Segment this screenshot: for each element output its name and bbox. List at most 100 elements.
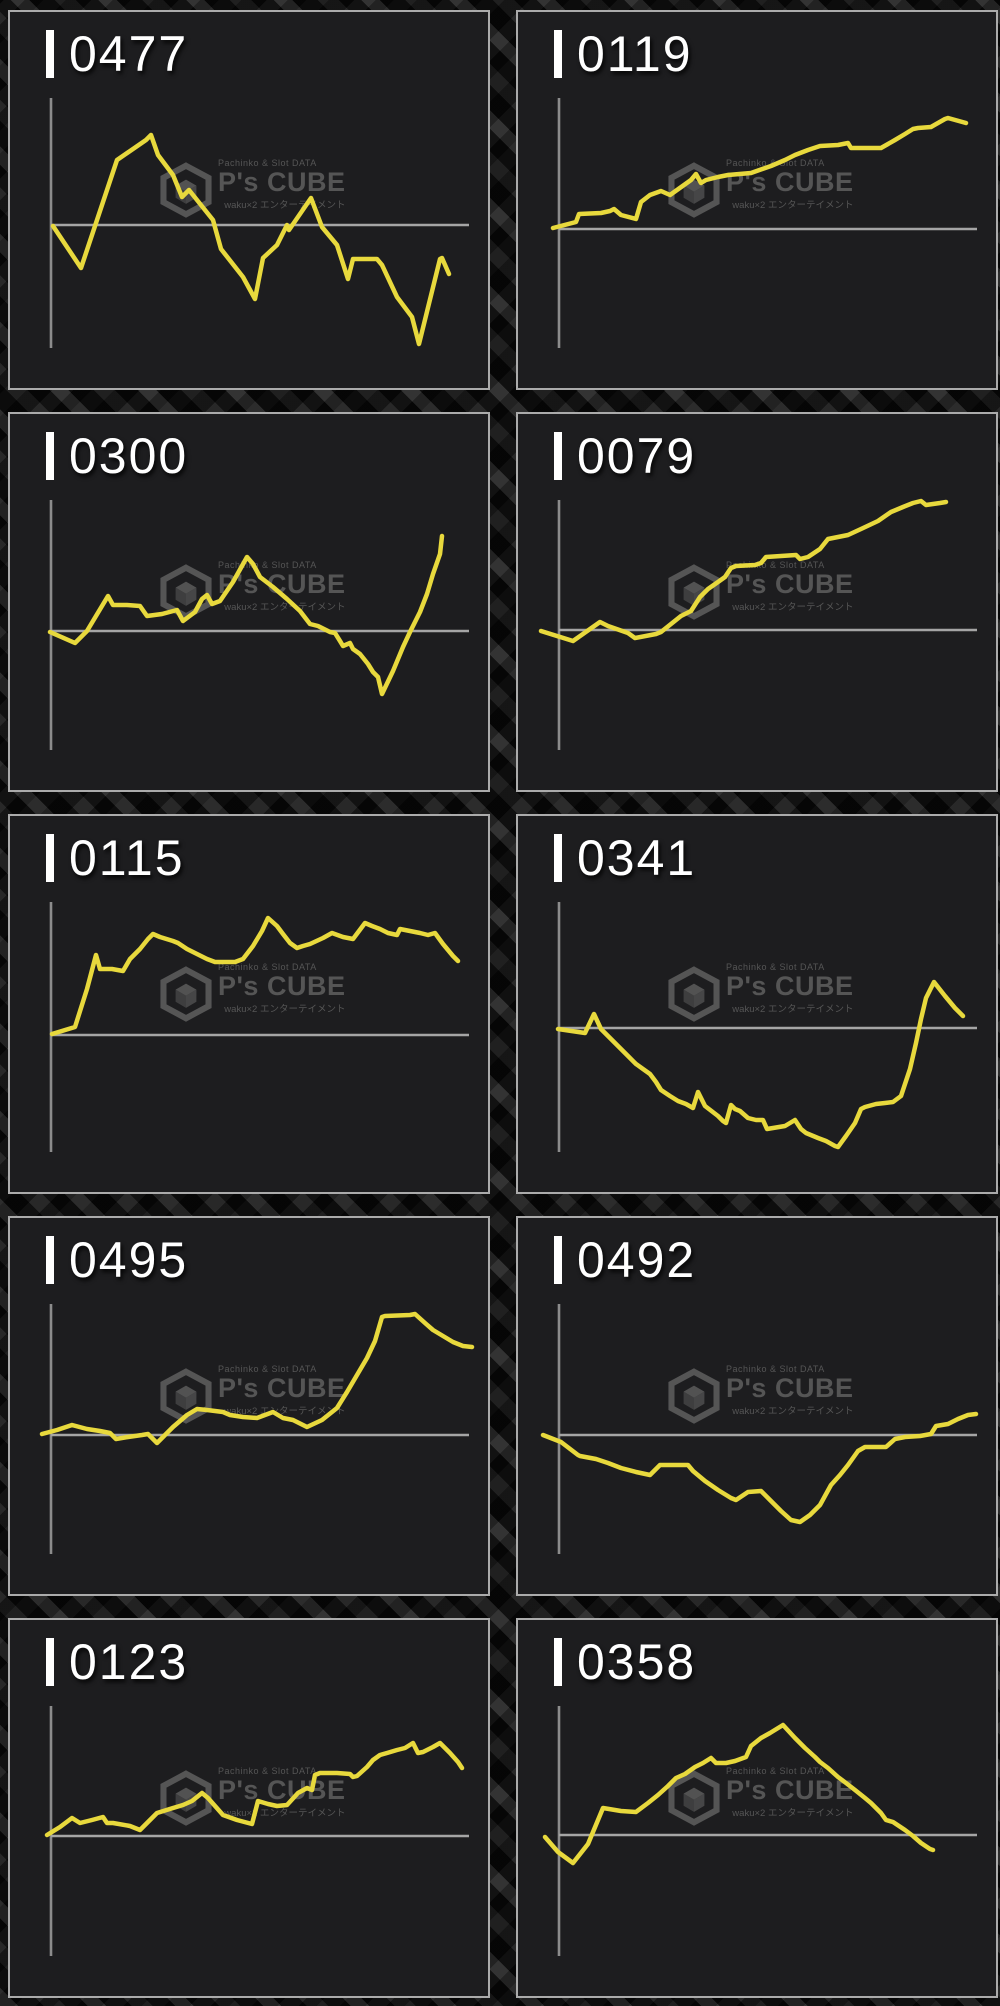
ps-cube-watermark: Pachinko & Slot DATA P's CUBE waku×2 エンタ… xyxy=(668,1766,868,1826)
ps-cube-logo-icon xyxy=(668,1368,720,1424)
watermark-brand-text: P's CUBE xyxy=(726,971,854,1001)
header-tick-bar xyxy=(554,1236,562,1284)
watermark-top-text: Pachinko & Slot DATA xyxy=(726,1766,825,1776)
watermark-top-text: Pachinko & Slot DATA xyxy=(726,1364,825,1374)
machine-panel[interactable]: Pachinko & Slot DATA P's CUBE waku×2 エンタ… xyxy=(8,412,490,792)
ps-cube-logo-icon xyxy=(668,1770,720,1826)
watermark-top-text: Pachinko & Slot DATA xyxy=(218,158,317,168)
payout-line-chart xyxy=(44,1740,465,1838)
machine-panel[interactable]: Pachinko & Slot DATA P's CUBE waku×2 エンタ… xyxy=(516,1216,998,1596)
chart-axes xyxy=(49,500,469,750)
chart-axes xyxy=(557,500,977,750)
ps-cube-watermark: Pachinko & Slot DATA P's CUBE waku×2 エンタ… xyxy=(160,1766,360,1826)
watermark-sub-text: waku×2 エンターテイメント xyxy=(732,200,854,211)
panel-header: 0300 xyxy=(46,428,189,484)
payout-line-chart xyxy=(39,1311,475,1446)
ps-cube-watermark: Pachinko & Slot DATA P's CUBE waku×2 エンタ… xyxy=(160,158,360,218)
ps-cube-watermark: Pachinko & Slot DATA P's CUBE waku×2 エンタ… xyxy=(668,962,868,1022)
panel-header: 0341 xyxy=(554,830,697,886)
machine-panel[interactable]: Pachinko & Slot DATA P's CUBE waku×2 エンタ… xyxy=(516,814,998,1194)
panel-header: 0119 xyxy=(554,26,693,82)
ps-cube-watermark: Pachinko & Slot DATA P's CUBE waku×2 エンタ… xyxy=(668,1364,868,1424)
ps-cube-logo-icon xyxy=(160,1368,212,1424)
watermark-sub-text: waku×2 エンターテイメント xyxy=(732,1004,854,1015)
ps-cube-watermark: Pachinko & Slot DATA P's CUBE waku×2 エンタ… xyxy=(160,962,360,1022)
panel-header: 0115 xyxy=(46,830,185,886)
machine-number: 0341 xyxy=(577,830,697,886)
header-tick-bar xyxy=(46,30,54,78)
machine-number: 0495 xyxy=(69,1232,189,1288)
chart-axes xyxy=(49,902,469,1152)
watermark-sub-text: waku×2 エンターテイメント xyxy=(732,1808,854,1819)
ps-cube-watermark: Pachinko & Slot DATA P's CUBE waku×2 エンタ… xyxy=(160,1364,360,1424)
watermark-sub-text: waku×2 エンターテイメント xyxy=(732,1406,854,1417)
watermark-brand-text: P's CUBE xyxy=(726,1775,854,1805)
ps-cube-logo-icon xyxy=(668,564,720,620)
header-tick-bar xyxy=(46,1638,54,1686)
machine-number: 0119 xyxy=(577,26,693,82)
header-tick-bar xyxy=(554,1638,562,1686)
panel-header: 0123 xyxy=(46,1634,189,1690)
watermark-sub-text: waku×2 エンターテイメント xyxy=(224,1808,346,1819)
machine-number: 0079 xyxy=(577,428,697,484)
watermark-top-text: Pachinko & Slot DATA xyxy=(218,962,317,972)
watermark-brand-text: P's CUBE xyxy=(218,1775,346,1805)
machine-panel[interactable]: Pachinko & Slot DATA P's CUBE waku×2 エンタ… xyxy=(8,1216,490,1596)
watermark-brand-text: P's CUBE xyxy=(218,1373,346,1403)
payout-line-chart xyxy=(47,533,445,697)
machine-panel[interactable]: Pachinko & Slot DATA P's CUBE waku×2 エンタ… xyxy=(516,1618,998,1998)
payout-line-chart xyxy=(538,498,949,644)
machine-number: 0358 xyxy=(577,1634,697,1690)
payout-line-chart xyxy=(555,979,966,1150)
panel-header: 0477 xyxy=(46,26,189,82)
payout-line-chart xyxy=(50,132,452,347)
watermark-top-text: Pachinko & Slot DATA xyxy=(726,962,825,972)
watermark-brand-text: P's CUBE xyxy=(726,1373,854,1403)
payout-line-chart xyxy=(542,1722,936,1866)
header-tick-bar xyxy=(554,834,562,882)
payout-line-chart xyxy=(49,915,461,1037)
machine-panel[interactable]: Pachinko & Slot DATA P's CUBE waku×2 エンタ… xyxy=(8,814,490,1194)
watermark-sub-text: waku×2 エンターテイメント xyxy=(732,602,854,613)
header-tick-bar xyxy=(554,30,562,78)
header-tick-bar xyxy=(46,1236,54,1284)
watermark-brand-text: P's CUBE xyxy=(218,971,346,1001)
ps-cube-logo-icon xyxy=(668,966,720,1022)
watermark-top-text: Pachinko & Slot DATA xyxy=(218,1364,317,1374)
watermark-sub-text: waku×2 エンターテイメント xyxy=(224,602,346,613)
machine-number: 0115 xyxy=(69,830,185,886)
ps-cube-logo-icon xyxy=(160,966,212,1022)
chart-axes xyxy=(557,98,977,348)
machine-number: 0492 xyxy=(577,1232,697,1288)
machine-number: 0123 xyxy=(69,1634,189,1690)
machine-panel[interactable]: Pachinko & Slot DATA P's CUBE waku×2 エンタ… xyxy=(516,412,998,792)
payout-line-chart xyxy=(550,115,969,231)
chart-axes xyxy=(49,98,469,348)
watermark-sub-text: waku×2 エンターテイメント xyxy=(224,200,346,211)
machine-panel[interactable]: Pachinko & Slot DATA P's CUBE waku×2 エンタ… xyxy=(516,10,998,390)
watermark-brand-text: P's CUBE xyxy=(218,167,346,197)
watermark-top-text: Pachinko & Slot DATA xyxy=(726,560,825,570)
panel-header: 0492 xyxy=(554,1232,697,1288)
machine-number: 0300 xyxy=(69,428,189,484)
watermark-top-text: Pachinko & Slot DATA xyxy=(218,560,317,570)
watermark-brand-text: P's CUBE xyxy=(726,569,854,599)
chart-axes xyxy=(557,1706,977,1956)
header-tick-bar xyxy=(46,834,54,882)
header-tick-bar xyxy=(554,432,562,480)
watermark-sub-text: waku×2 エンターテイメント xyxy=(224,1004,346,1015)
watermark-top-text: Pachinko & Slot DATA xyxy=(218,1766,317,1776)
ps-cube-watermark: Pachinko & Slot DATA P's CUBE waku×2 エンタ… xyxy=(668,560,868,620)
payout-line-chart xyxy=(540,1411,979,1525)
panel-header: 0358 xyxy=(554,1634,697,1690)
header-tick-bar xyxy=(46,432,54,480)
machine-number: 0477 xyxy=(69,26,189,82)
machine-panel[interactable]: Pachinko & Slot DATA P's CUBE waku×2 エンタ… xyxy=(8,10,490,390)
panel-header: 0079 xyxy=(554,428,697,484)
machine-panel[interactable]: Pachinko & Slot DATA P's CUBE waku×2 エンタ… xyxy=(8,1618,490,1998)
watermark-sub-text: waku×2 エンターテイメント xyxy=(224,1406,346,1417)
chart-axes xyxy=(49,1304,469,1554)
panel-header: 0495 xyxy=(46,1232,189,1288)
